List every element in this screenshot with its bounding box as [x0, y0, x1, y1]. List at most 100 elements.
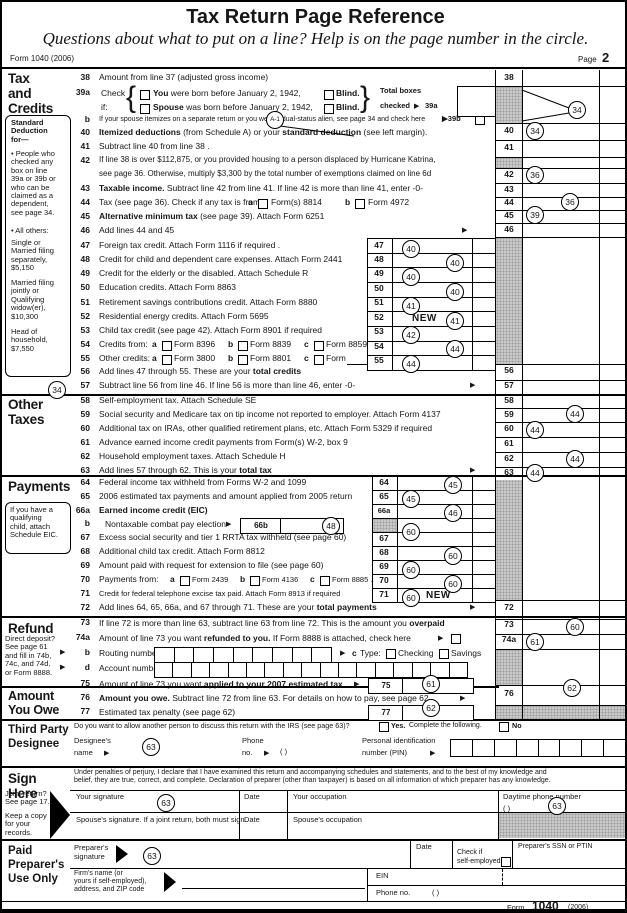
- page-ref-circle: 44: [402, 355, 420, 373]
- daytime-phone-field[interactable]: ( ): [503, 804, 511, 813]
- digit-box[interactable]: [214, 647, 234, 663]
- checkbox-55-c[interactable]: [314, 355, 324, 365]
- line-56-number: 56: [80, 366, 90, 376]
- divider: [495, 600, 625, 601]
- phone-no-field[interactable]: ( ): [432, 888, 440, 897]
- digit-box[interactable]: [394, 662, 413, 678]
- line-48-text: Credit for child and dependent care expe…: [99, 254, 343, 264]
- digit-box[interactable]: [194, 647, 215, 663]
- checkbox-55-a[interactable]: [162, 355, 172, 365]
- page-ref-circle: 34: [48, 381, 66, 399]
- line-39a-entry-box[interactable]: [457, 86, 496, 117]
- digit-box[interactable]: [560, 739, 583, 757]
- line-52-number: 52: [80, 311, 90, 321]
- checkbox-third-party-yes[interactable]: [379, 722, 389, 732]
- digit-box[interactable]: [357, 662, 376, 678]
- preparer-date-label: Date: [416, 842, 432, 851]
- line-74c-type-label: Type:: [360, 648, 381, 658]
- line-76-text: Amount you owe. Subtract line 72 from li…: [99, 693, 429, 703]
- checkbox-70-c[interactable]: [320, 576, 330, 586]
- digit-box[interactable]: [375, 662, 395, 678]
- line-67-number-table: 67: [379, 533, 389, 543]
- blank-entry-line[interactable]: [347, 364, 367, 365]
- divider: [495, 183, 625, 184]
- checkbox-54-c[interactable]: [314, 341, 324, 351]
- checkbox-54-a[interactable]: [162, 341, 172, 351]
- digit-box[interactable]: [191, 662, 211, 678]
- digit-box[interactable]: [273, 647, 293, 663]
- checkbox-44-form-4972[interactable]: [355, 199, 365, 209]
- standard-deduction-head: Head of household, $7,550: [11, 327, 48, 353]
- routing-number-boxes[interactable]: [154, 647, 333, 663]
- page-ref-circle: 44: [526, 421, 544, 439]
- divider: [367, 267, 495, 268]
- checkbox-74c-savings[interactable]: [439, 649, 449, 659]
- digit-box[interactable]: [173, 662, 192, 678]
- digit-box[interactable]: [228, 662, 248, 678]
- digit-box[interactable]: [154, 662, 174, 678]
- digit-box[interactable]: [494, 739, 517, 757]
- page-label: Page: [578, 55, 597, 64]
- digit-box[interactable]: [292, 647, 313, 663]
- line-63-number-right: 63: [504, 467, 514, 477]
- designee-phone-field[interactable]: ( ): [280, 747, 288, 756]
- digit-box[interactable]: [339, 662, 358, 678]
- checkbox-55-b[interactable]: [238, 355, 248, 365]
- checkbox-54-b[interactable]: [238, 341, 248, 351]
- digit-box[interactable]: [253, 647, 274, 663]
- checkbox-39a-blind-spouse[interactable]: [324, 104, 334, 114]
- line-49-number: 49: [80, 268, 90, 278]
- digit-box[interactable]: [582, 739, 605, 757]
- blank-entry-line[interactable]: [182, 888, 365, 889]
- digit-box[interactable]: [516, 739, 539, 757]
- digit-box[interactable]: [604, 739, 625, 757]
- page-ref-circle: 60: [444, 547, 462, 565]
- digit-box[interactable]: [312, 647, 333, 663]
- your-signature-label: Your signature: [76, 792, 125, 801]
- divider: [498, 790, 499, 839]
- checkbox-74c-checking[interactable]: [386, 649, 396, 659]
- pointer-arrow-icon: [164, 872, 176, 892]
- checkbox-74a[interactable]: [451, 634, 461, 644]
- shaded-cell: [496, 237, 522, 364]
- checkbox-self-employed[interactable]: [501, 857, 511, 867]
- pointer-arrow-icon: ▶: [414, 103, 420, 110]
- digit-box[interactable]: [412, 662, 432, 678]
- pointer-arrow-icon: ▶: [470, 382, 476, 389]
- line-58-text: Self-employment tax. Attach Schedule SE: [99, 395, 257, 405]
- digit-box[interactable]: [174, 647, 195, 663]
- checkbox-70-b[interactable]: [250, 576, 260, 586]
- digit-box[interactable]: [538, 739, 561, 757]
- line-66b-number: b: [84, 518, 90, 528]
- checkbox-44-form-8814[interactable]: [258, 199, 268, 209]
- divider: [70, 812, 625, 813]
- digit-box[interactable]: [449, 662, 468, 678]
- divider: [410, 840, 411, 868]
- checkbox-39a-spouse[interactable]: [140, 104, 150, 114]
- digit-box[interactable]: [472, 739, 495, 757]
- digit-box[interactable]: [320, 662, 340, 678]
- checkbox-third-party-no[interactable]: [499, 722, 509, 732]
- shaded-cell: [496, 480, 522, 600]
- line-54-number: 54: [80, 339, 90, 349]
- page-ref-circle: 44: [446, 340, 464, 358]
- digit-box[interactable]: [431, 662, 450, 678]
- line-72-text: Add lines 64, 65, 66a, and 67 through 71…: [99, 602, 377, 612]
- digit-box[interactable]: [247, 662, 266, 678]
- pin-boxes[interactable]: [450, 739, 625, 757]
- line-71-number: 71: [80, 588, 90, 598]
- line-50-number-table: 50: [374, 283, 384, 293]
- pointer-arrow-icon: ▶: [430, 750, 436, 757]
- digit-box[interactable]: [210, 662, 229, 678]
- digit-box[interactable]: [302, 662, 321, 678]
- page-ref-circle: 41: [446, 312, 464, 330]
- digit-box[interactable]: [233, 647, 254, 663]
- digit-box[interactable]: [450, 739, 473, 757]
- digit-box[interactable]: [265, 662, 284, 678]
- digit-box[interactable]: [283, 662, 303, 678]
- account-number-boxes[interactable]: [154, 662, 468, 678]
- checkbox-39a-blind-you[interactable]: [324, 90, 334, 100]
- digit-box[interactable]: [154, 647, 175, 663]
- checkbox-70-a[interactable]: [180, 576, 190, 586]
- checkbox-39a-you[interactable]: [140, 90, 150, 100]
